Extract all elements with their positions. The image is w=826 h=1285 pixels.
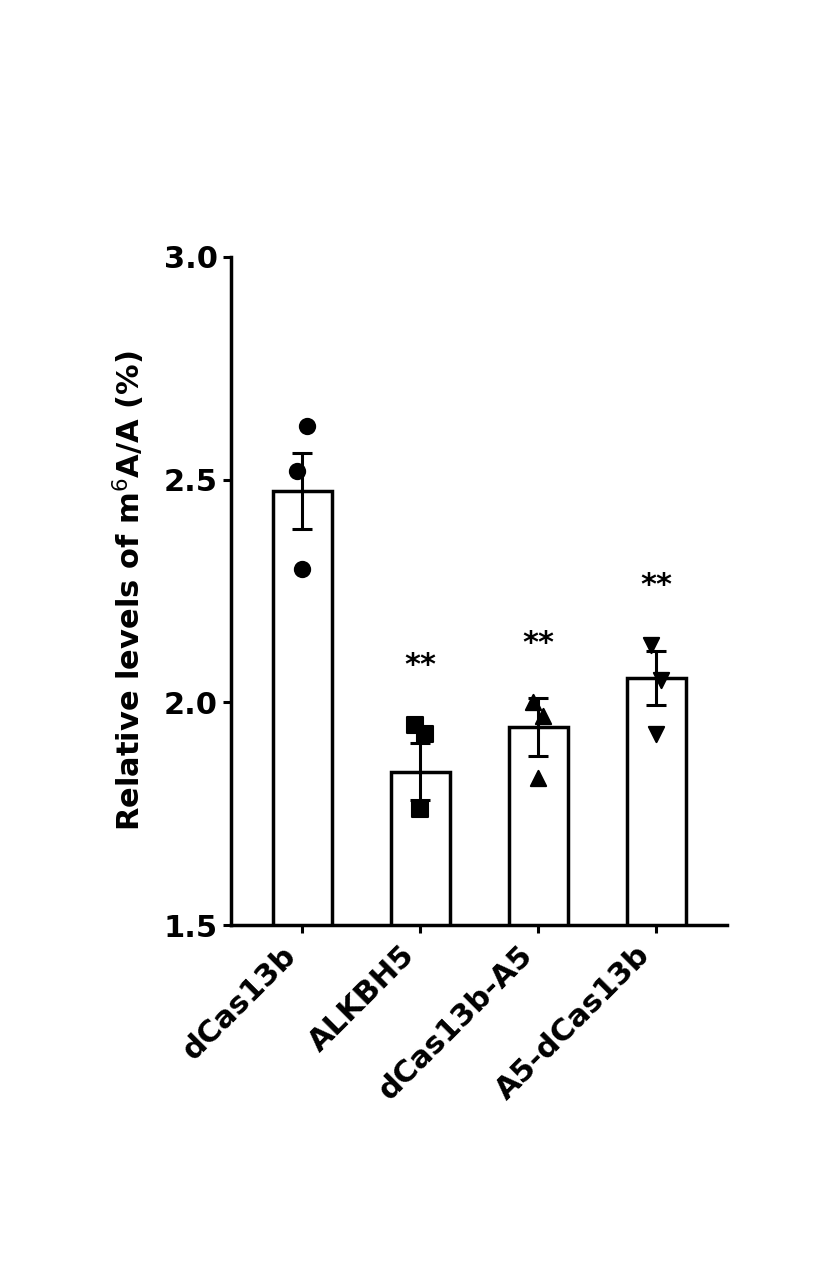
Point [296,559,309,580]
Point [654,669,667,690]
Text: **: ** [640,571,672,600]
Bar [509,727,567,1285]
Bar [273,491,331,1285]
Bar [627,678,686,1285]
Point [645,635,658,655]
Point [531,768,544,789]
Point [418,723,431,744]
Point [527,693,540,713]
Point [649,723,662,744]
Point [409,714,422,735]
Point [300,416,313,437]
Y-axis label: Relative levels of m$^6$A/A (%): Relative levels of m$^6$A/A (%) [111,351,147,831]
Bar [391,771,449,1285]
Point [536,705,549,726]
Text: **: ** [522,628,554,658]
Point [291,460,304,481]
Point [414,799,427,820]
Text: **: ** [404,651,436,680]
